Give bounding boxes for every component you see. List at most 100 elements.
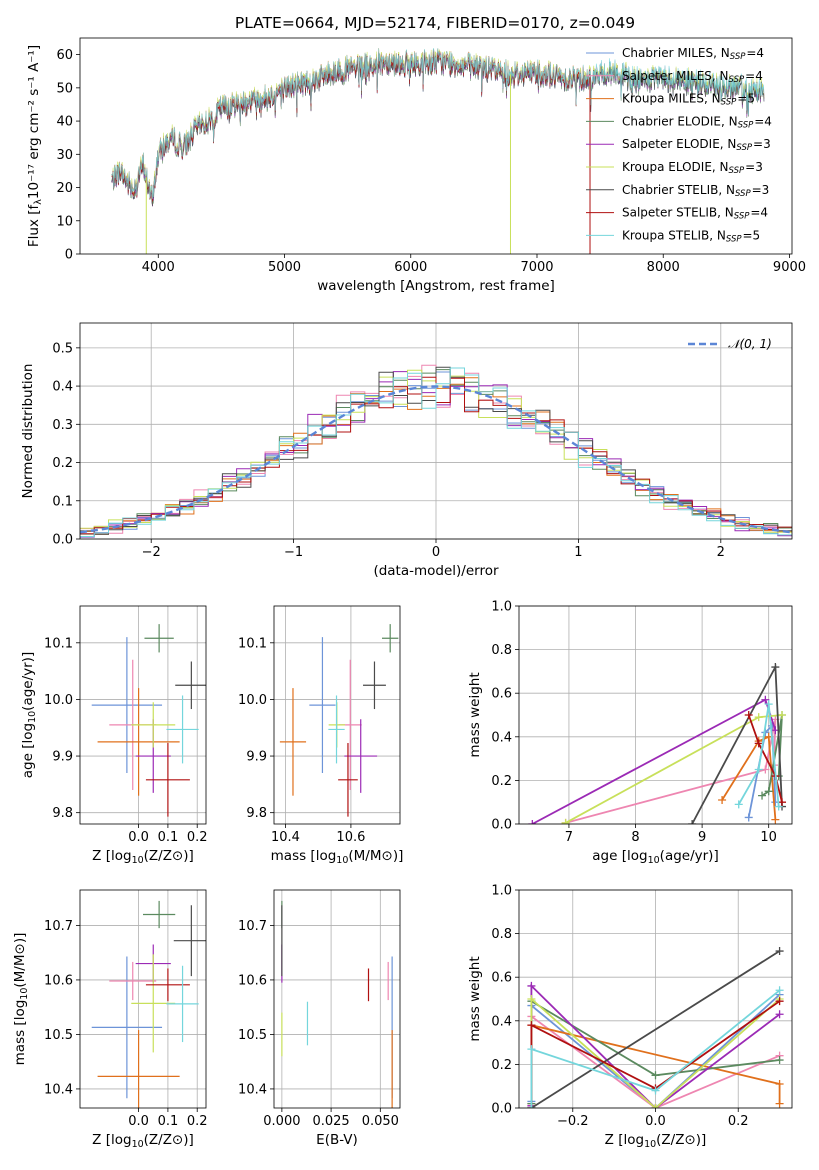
legend-entry: Chabrier MILES, NSSP=4 — [622, 46, 764, 62]
weight-marker — [764, 787, 773, 796]
x-tick-label: 8 — [631, 830, 639, 845]
y-tick-label: 10.6 — [238, 973, 267, 988]
spectrum-ticks: 4000 5000 6000 7000 8000 9000 0 10 20 30 40 50 60 — [56, 48, 806, 275]
weights-vs-Z-axes: −0.2 0.0 0.2 0.0 0.2 0.4 0.6 0.8 1.0 Z [log10(Z/Z… — [467, 884, 793, 1150]
weight-marker — [744, 711, 753, 719]
weight-marker — [778, 711, 787, 719]
y-tick-label: 10.1 — [44, 636, 73, 651]
y-tick-label: 0.6 — [491, 971, 512, 986]
y-tick-label: 10.0 — [44, 693, 73, 708]
mass-vs-ebv-ticks: 0.000 0.025 0.050 10.4 10.5 10.6 10.7 — [238, 919, 399, 1129]
age-vs-Z-axes: 0.0 0.1 0.2 9.8 9.9 10.0 10.1 Z [log10(Z/Z⊙)] ag… — [20, 605, 208, 866]
spectrum-legend: Chabrier MILES, NSSP=4 Salpeter MILES, NS… — [586, 46, 772, 245]
spectrum-axes: 4000 5000 6000 7000 8000 9000 0 10 20 30 40 50 60 wav… — [26, 37, 806, 294]
y-tick-label: 0.0 — [491, 818, 512, 833]
age-vs-mass-frame — [273, 605, 401, 825]
x-tick-label: 6000 — [394, 260, 427, 275]
y-tick-label: 0.0 — [491, 1102, 512, 1117]
x-tick-label: 0.0 — [645, 1114, 666, 1129]
weight-marker — [688, 820, 697, 824]
weight-marker — [771, 815, 780, 824]
errorbar-chabrier_elodie — [382, 624, 399, 653]
errorbar-salpeter_elodie — [344, 719, 378, 793]
residuals-frame — [79, 322, 793, 540]
y-tick-label: 10.6 — [44, 973, 73, 988]
errorbar-salpeter_miles — [109, 961, 157, 1001]
weight-marker — [527, 1104, 536, 1108]
weight-marker — [754, 739, 763, 748]
weight-line-kroupa_stelib — [530, 989, 781, 1108]
errorbar-kroupa_miles — [97, 688, 180, 796]
x-tick-label: 0.2 — [728, 1114, 749, 1129]
errorbar-chabrier_stelib — [173, 905, 206, 977]
legend-entry: Kroupa MILES, NSSP=5 — [622, 92, 755, 108]
y-tick-label: 10.0 — [238, 693, 267, 708]
x-tick-label: −1 — [284, 545, 303, 560]
age-vs-mass-plot-area — [279, 624, 399, 817]
y-tick-label: 30 — [56, 148, 73, 163]
weight-marker — [775, 1010, 784, 1019]
weight-line-chabrier_elodie — [761, 714, 783, 797]
y-tick-label: 1.0 — [491, 884, 512, 899]
x-tick-label: 0.1 — [158, 830, 179, 845]
weight-marker — [651, 1071, 660, 1080]
weights-vs-age-ylabel: mass weight — [467, 672, 483, 757]
errorbar-chabrier_miles — [91, 637, 163, 774]
age-vs-Z-plot-area — [91, 624, 206, 817]
weight-marker — [774, 802, 783, 811]
weights-vs-Z-ticks: −0.2 0.0 0.2 0.0 0.2 0.4 0.6 0.8 1.0 — [491, 884, 748, 1130]
x-tick-label: 0.0 — [128, 1114, 149, 1129]
y-tick-label: 10 — [56, 214, 73, 229]
y-tick-label: 0.4 — [491, 1014, 512, 1029]
legend-entry: Kroupa STELIB, NSSP=5 — [622, 228, 760, 244]
legend-entry: Kroupa ELODIE, NSSP=3 — [622, 160, 763, 176]
errorbar-chabrier_miles — [309, 637, 336, 774]
y-tick-label: 9.9 — [246, 750, 267, 765]
x-tick-label: 8000 — [647, 260, 680, 275]
y-tick-label: 0.8 — [491, 643, 512, 658]
x-tick-label: 0.000 — [263, 1114, 300, 1129]
residuals-ticks: −2 −1 0 1 2 0.0 0.1 0.2 0.3 0.4 0.5 — [52, 341, 725, 560]
residuals-axes: −2 −1 0 1 2 0.0 0.1 0.2 0.3 0.4 0.5 (data-model)/er… — [20, 322, 793, 579]
legend-entry: 𝒩(0, 1) — [728, 337, 772, 351]
x-tick-label: 7 — [565, 830, 573, 845]
age-vs-Z-ticks: 0.0 0.1 0.2 9.8 9.9 10.0 10.1 — [44, 636, 208, 845]
y-tick-label: 0.2 — [491, 774, 512, 789]
y-tick-label: 10.5 — [238, 1028, 267, 1043]
weight-marker — [718, 796, 727, 805]
errorbar-salpeter_stelib — [338, 743, 358, 817]
errorbar-kroupa_stelib — [166, 695, 199, 764]
y-tick-label: 9.8 — [52, 806, 73, 821]
weight-marker — [761, 695, 770, 704]
x-tick-label: 0.1 — [158, 1114, 179, 1129]
weight-marker — [758, 791, 767, 800]
errorbar-chabrier_stelib — [175, 661, 206, 710]
y-tick-label: 0.3 — [52, 418, 73, 433]
x-tick-label: 0.050 — [362, 1114, 399, 1129]
weight-marker — [754, 713, 763, 722]
age-vs-Z-frame — [79, 605, 207, 825]
y-tick-label: 9.9 — [52, 750, 73, 765]
weight-marker — [775, 986, 784, 995]
legend-entry: Salpeter STELIB, NSSP=4 — [622, 206, 768, 222]
y-tick-label: 0 — [65, 248, 73, 263]
weight-marker — [527, 995, 536, 1003]
legend-entry: Salpeter MILES, NSSP=4 — [622, 69, 763, 85]
weight-marker — [775, 947, 784, 956]
x-tick-label: 7000 — [520, 260, 553, 275]
y-tick-label: 20 — [56, 181, 73, 196]
x-tick-label: −2 — [142, 545, 161, 560]
x-tick-label: 10 — [760, 830, 777, 845]
x-tick-label: 1 — [574, 545, 582, 560]
x-tick-label: 0.0 — [128, 830, 149, 845]
y-tick-label: 0.2 — [491, 1058, 512, 1073]
residuals-ylabel: Normed distribution — [20, 364, 36, 499]
x-tick-label: 4000 — [142, 260, 175, 275]
y-tick-label: 10.7 — [44, 919, 73, 934]
mass-vs-ebv-frame — [273, 889, 401, 1109]
mass-vs-ebv-xlabel: E(B-V) — [316, 1132, 358, 1148]
legend-entry: Chabrier ELODIE, NSSP=4 — [622, 114, 772, 130]
weight-marker — [775, 1080, 784, 1089]
weights-vs-age-xlabel: age [log10(age/yr)] — [592, 848, 718, 866]
